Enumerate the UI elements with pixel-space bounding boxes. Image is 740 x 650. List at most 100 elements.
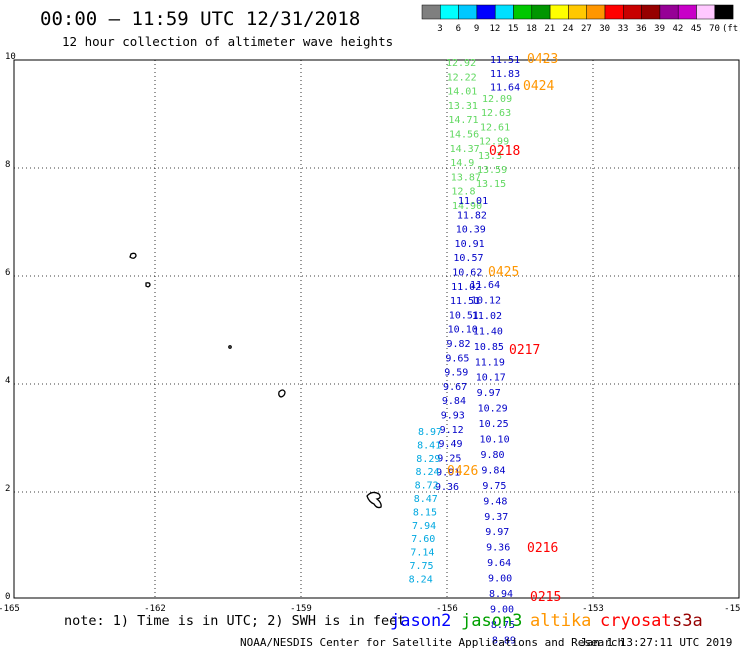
wave-height-value: 12.99 (479, 137, 509, 148)
y-tick-label: 0 (5, 592, 10, 602)
island-outline (145, 282, 151, 288)
wave-height-value: 10.10 (448, 325, 478, 336)
wave-height-value: 9.75 (482, 481, 506, 492)
wave-height-value: 9.12 (440, 425, 464, 436)
wave-height-value: 9.97 (477, 388, 501, 399)
x-tick-label: -156 (436, 604, 458, 614)
wave-height-value: 14.01 (447, 87, 477, 98)
wave-height-value: 8.47 (414, 494, 438, 505)
y-tick-label: 10 (5, 52, 16, 62)
footnote: note: 1) Time is in UTC; 2) SWH is in fe… (64, 613, 405, 629)
wave-height-value: 7.60 (411, 534, 435, 545)
scale-label: 21 (544, 24, 555, 34)
scale-label: 42 (672, 24, 683, 34)
scale-swatch (476, 4, 496, 20)
wave-height-value: 8.75 (491, 620, 515, 631)
wave-height-value: 8.24 (415, 467, 439, 478)
y-tick-label: 6 (5, 268, 10, 278)
scale-swatch (641, 4, 661, 20)
scale-label: 24 (563, 24, 574, 34)
wave-height-value: 11.19 (475, 357, 505, 368)
x-tick-label: -153 (582, 604, 604, 614)
scale-label: 12 (489, 24, 500, 34)
wave-height-value: 11.01 (458, 196, 488, 207)
x-tick-label: -159 (290, 604, 312, 614)
wave-height-value: 9.84 (481, 465, 505, 476)
wave-height-value: 10.12 (471, 295, 501, 306)
legend-jason3: jason3 (461, 611, 522, 631)
wave-height-value: 9.48 (483, 496, 507, 507)
wave-height-value: 10.10 (480, 435, 510, 446)
scale-label: 33 (618, 24, 629, 34)
wave-height-value: 9.93 (441, 411, 465, 422)
wave-height-value: 9.37 (484, 512, 508, 523)
scale-swatch (714, 4, 734, 20)
scale-label: 9 (474, 24, 479, 34)
wave-height-value: 12.09 (482, 94, 512, 105)
wave-height-value: 10.17 (476, 373, 506, 384)
wave-height-value: 9.97 (485, 527, 509, 538)
wave-height-value: 10.39 (456, 225, 486, 236)
scale-swatch (440, 4, 459, 20)
generated-timestamp: Jan 1 13:27:11 UTC 2019 (580, 636, 732, 649)
map-title: 00:00 – 11:59 UTC 12/31/2018 (40, 8, 360, 30)
wave-height-value: 9.00 (488, 574, 512, 585)
wave-height-value: 9.84 (442, 396, 466, 407)
scale-swatch (421, 4, 441, 20)
wave-height-value: 10.57 (453, 253, 483, 264)
wave-height-value: 7.94 (412, 521, 436, 532)
x-tick-label: -162 (144, 604, 166, 614)
wave-height-value: 11.40 (473, 326, 503, 337)
scale-label: 6 (456, 24, 461, 34)
pass-time-label: 0423 (527, 52, 558, 67)
y-tick-label: 4 (5, 376, 10, 386)
pass-time-label: 0218 (489, 144, 520, 159)
pass-time-label: 0425 (488, 265, 519, 280)
legend-cryosat: cryosat (600, 611, 672, 631)
wave-height-value: 9.82 (447, 339, 471, 350)
wave-height-value: 8.24 (409, 574, 433, 585)
wave-height-value: 11.82 (457, 210, 487, 221)
wave-height-value: 13.31 (448, 101, 478, 112)
wave-height-value: 14.56 (449, 130, 479, 141)
altimeter-tracks: 12.9212.2214.0113.3114.7114.5614.3714.91… (409, 55, 520, 646)
island-outline (278, 389, 286, 398)
wave-height-value: 12.63 (481, 108, 511, 119)
wave-height-value: 10.25 (479, 419, 509, 430)
scale-label: 39 (654, 24, 665, 34)
wave-height-value: 11.64 (490, 83, 520, 94)
scale-label: 15 (508, 24, 519, 34)
scale-swatch (531, 4, 551, 20)
wave-height-value: 12.8 (451, 187, 475, 198)
wave-height-value: 12.61 (480, 122, 510, 133)
scale-label: 27 (581, 24, 592, 34)
pass-time-label: 0216 (527, 541, 558, 556)
wave-height-value: 14.9 (450, 158, 474, 169)
wave-height-value: 13.3 (478, 151, 502, 162)
legend-altika: altika (530, 611, 591, 631)
scale-label: 70 (709, 24, 720, 34)
wave-height-value: 11.51 (490, 55, 520, 66)
wave-height-value: 9.25 (437, 453, 461, 464)
wave-height-value: 13.15 (476, 179, 506, 190)
x-tick-label: -150 (724, 604, 740, 614)
scale-swatch (549, 4, 569, 20)
scale-swatch (677, 4, 697, 20)
map-subtitle: 12 hour collection of altimeter wave hei… (62, 34, 393, 49)
x-tick-label: -165 (0, 604, 20, 614)
pass-time-label: 0424 (523, 79, 554, 94)
scale-label: 36 (636, 24, 647, 34)
wave-height-value: 14.71 (448, 115, 478, 126)
wave-height-value: 11.51 (450, 296, 480, 307)
wave-height-value: 14.37 (450, 144, 480, 155)
wave-height-value: 8.89 (492, 635, 516, 646)
wave-height-value: 11.02 (472, 311, 502, 322)
scale-swatch (604, 4, 624, 20)
wave-height-value: 13.87 (451, 172, 481, 183)
wave-height-value: 11.64 (470, 280, 500, 291)
legend-s3a: s3a (672, 611, 703, 631)
pass-time-label: 0215 (530, 590, 561, 605)
wave-height-value: 9.80 (480, 450, 504, 461)
